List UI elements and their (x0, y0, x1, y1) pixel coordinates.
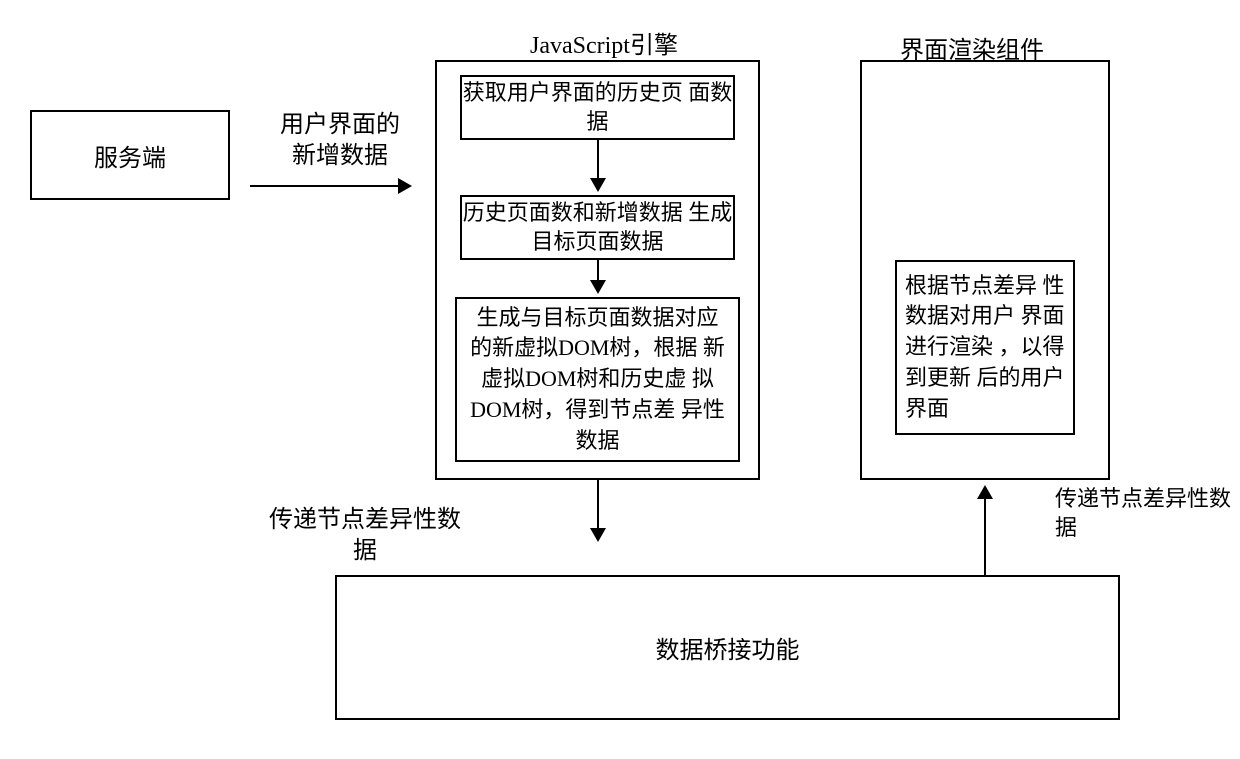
js-step3-label: 生成与目标页面数据对应 的新虚拟DOM树，根据 新虚拟DOM树和历史虚 拟DOM… (465, 303, 730, 457)
render-step-node: 根据节点差异 性数据对用户 界面进行渲染 ，以得到更新 后的用户界面 (895, 260, 1075, 435)
js-step2-node: 历史页面数和新增数据 生成目标页面数据 (460, 195, 735, 260)
arrow-head-bridge-to-render (977, 485, 993, 499)
arrow-head-server-to-js (398, 178, 412, 194)
server-label: 服务端 (94, 138, 166, 173)
js-step2-label: 历史页面数和新增数据 生成目标页面数据 (462, 199, 733, 256)
arrow-js-to-bridge (597, 480, 599, 530)
arrow-label-server-to-js: 用户界面的 新增数据 (250, 110, 430, 172)
arrow-head-step2-to-step3 (590, 280, 606, 294)
js-step1-label: 获取用户界面的历史页 面数据 (462, 79, 733, 136)
server-node: 服务端 (30, 110, 230, 200)
js-step3-node: 生成与目标页面数据对应 的新虚拟DOM树，根据 新虚拟DOM树和历史虚 拟DOM… (455, 297, 740, 462)
bridge-label: 数据桥接功能 (656, 630, 800, 665)
arrow-bridge-to-render (984, 497, 986, 575)
arrow-step2-to-step3 (597, 260, 599, 282)
arrow-label-js-to-bridge: 传递节点差异性数 据 (255, 505, 475, 567)
arrow-server-to-js (250, 185, 400, 187)
arrow-head-js-to-bridge (590, 528, 606, 542)
render-step-label: 根据节点差异 性数据对用户 界面进行渲染 ，以得到更新 后的用户界面 (905, 271, 1065, 425)
arrow-head-step1-to-step2 (590, 178, 606, 192)
js-step1-node: 获取用户界面的历史页 面数据 (460, 75, 735, 140)
arrow-label-bridge-to-render: 传递节点差异性数 据 (1055, 485, 1240, 542)
arrow-step1-to-step2 (597, 140, 599, 180)
bridge-node: 数据桥接功能 (335, 575, 1120, 720)
js-engine-title: JavaScript引擎 (530, 25, 678, 60)
